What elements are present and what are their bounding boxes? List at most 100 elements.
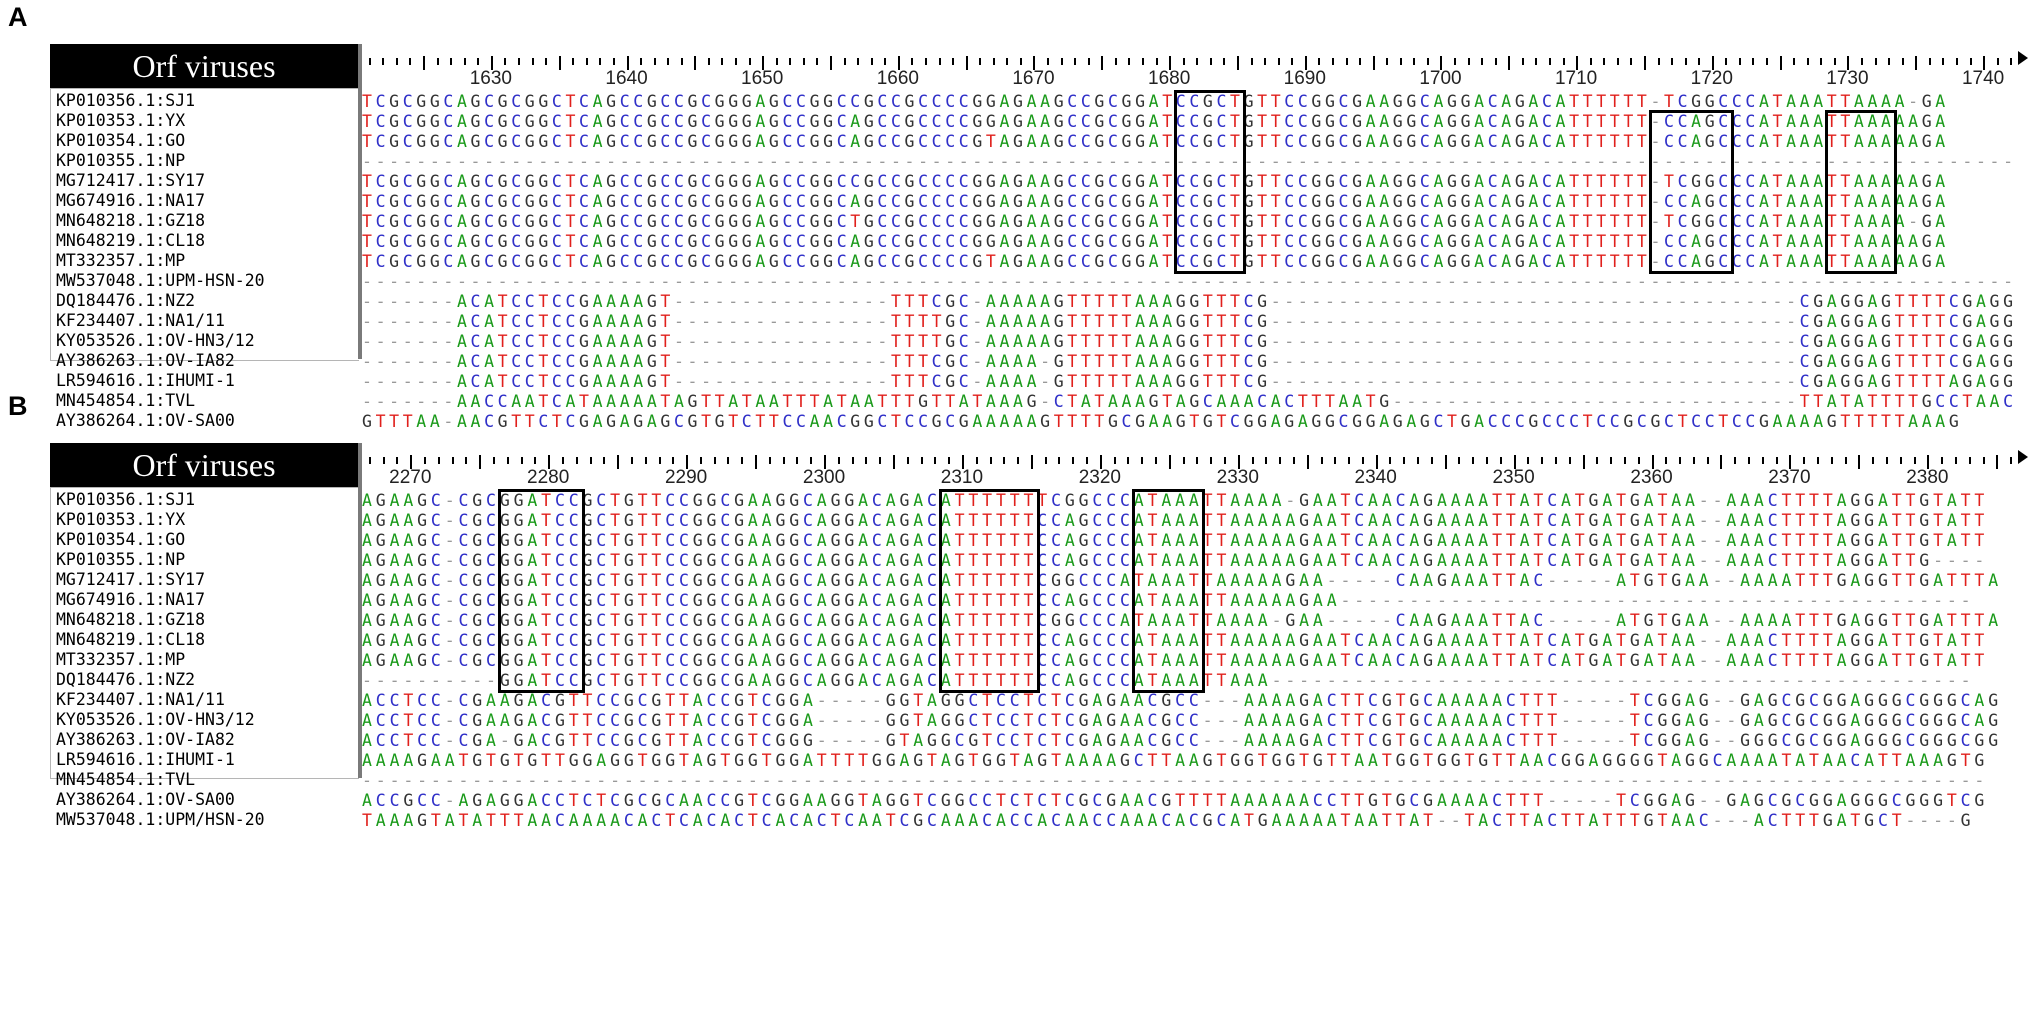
ruler-tick — [477, 58, 480, 65]
sequence-name[interactable]: KP010355.1:NP — [56, 151, 186, 170]
ruler-tick — [1830, 457, 1833, 464]
panel-b-letter: B — [8, 391, 28, 421]
ruler-tick — [382, 457, 385, 464]
ruler-tick — [879, 457, 882, 464]
ruler-tick — [1748, 457, 1751, 464]
sequence-name[interactable]: MN454854.1:TVL — [56, 391, 196, 410]
ruler-tick — [1725, 58, 1728, 65]
ruler-tick — [755, 455, 758, 469]
sequence-name[interactable]: KP010354.1:GO — [56, 530, 186, 549]
ruler-tick — [617, 455, 620, 469]
sequence-name[interactable]: MN648218.1:GZ18 — [56, 211, 206, 230]
sequence-name[interactable]: KP010356.1:SJ1 — [56, 91, 196, 110]
sequence-name[interactable]: AY386264.1:OV-SA00 — [56, 790, 235, 809]
ruler-tick — [1458, 457, 1461, 464]
sequence-name[interactable]: LR594616.1:IHUMI-1 — [56, 371, 235, 390]
ruler-tick — [1440, 56, 1443, 70]
sequence-name[interactable]: KY053526.1:OV-HN3/12 — [56, 331, 255, 350]
sequence-name[interactable]: KF234407.1:NA1/11 — [56, 311, 225, 330]
sequence-name[interactable]: MW537048.1:UPM/HSN-20 — [56, 810, 265, 829]
ruler-tick — [948, 457, 951, 464]
ruler-tick — [837, 457, 840, 464]
sequence-name[interactable]: MG674916.1:NA17 — [56, 191, 206, 210]
ruler-label: 2330 — [1216, 467, 1259, 488]
sequence-name[interactable]: MG712417.1:SY17 — [56, 570, 206, 589]
ruler-label: 2340 — [1354, 467, 1397, 488]
ruler-tick — [1486, 457, 1489, 464]
ruler-tick — [518, 58, 520, 65]
ruler-tick — [1047, 58, 1050, 65]
ruler-label: 2380 — [1906, 467, 1949, 488]
ruler-tick — [1196, 457, 1199, 464]
ruler-tick — [653, 58, 656, 65]
panel-b-scroll-right-icon[interactable] — [2018, 449, 2028, 464]
ruler-tick — [1720, 455, 1723, 469]
ruler-tick — [396, 457, 399, 464]
ruler-tick — [382, 58, 385, 65]
ruler-tick — [1630, 58, 1633, 65]
ruler-tick — [1738, 58, 1741, 65]
ruler-label: 2370 — [1768, 467, 1811, 488]
sequence-name[interactable]: KY053526.1:OV-HN3/12 — [56, 710, 255, 729]
ruler-tick — [1291, 58, 1294, 65]
sequence-name[interactable]: MG674916.1:NA17 — [56, 590, 206, 609]
ruler-tick — [802, 58, 805, 65]
sequence-name[interactable]: MT332357.1:MP — [56, 251, 186, 270]
motif-highlight-box — [1132, 489, 1206, 693]
ruler-tick — [989, 457, 992, 464]
ruler-tick — [558, 56, 561, 70]
ruler-tick — [368, 457, 371, 464]
ruler-tick — [1359, 58, 1362, 65]
sequence-name[interactable]: MN648218.1:GZ18 — [56, 610, 206, 629]
sequence-name[interactable]: KP010356.1:SJ1 — [56, 490, 196, 509]
ruler-tick — [686, 455, 689, 469]
ruler-tick — [1236, 56, 1239, 70]
ruler-tick — [1913, 457, 1916, 464]
sequence-row: ----------------------------------------… — [362, 152, 2013, 171]
sequence-name[interactable]: KP010353.1:YX — [56, 111, 186, 130]
ruler-tick — [1044, 457, 1047, 464]
sequence-name[interactable]: DQ184476.1:NZ2 — [56, 670, 196, 689]
ruler-label: 1730 — [1826, 68, 1869, 89]
sequence-name[interactable]: KF234407.1:NA1/11 — [56, 690, 225, 709]
panel-a-scroll-right-icon[interactable] — [2018, 50, 2028, 65]
sequence-name[interactable]: KP010355.1:NP — [56, 550, 186, 569]
ruler-tick — [1417, 457, 1420, 464]
ruler-tick — [892, 455, 895, 469]
sequence-name[interactable]: MN648219.1:CL18 — [56, 630, 206, 649]
sequence-name[interactable]: MG712417.1:SY17 — [56, 171, 206, 190]
ruler-tick — [368, 58, 371, 65]
ruler-tick — [906, 457, 909, 464]
sequence-name[interactable]: MT332357.1:MP — [56, 650, 186, 669]
ruler-tick — [992, 58, 995, 65]
ruler-tick — [450, 58, 453, 65]
sequence-name[interactable]: KP010354.1:GO — [56, 131, 186, 150]
sequence-name[interactable]: MN648219.1:CL18 — [56, 231, 206, 250]
sequence-name[interactable]: LR594616.1:IHUMI-1 — [56, 750, 235, 769]
sequence-name[interactable]: AY386263.1:OV-IA82 — [56, 351, 235, 370]
sequence-name[interactable]: DQ184476.1:NZ2 — [56, 291, 196, 310]
ruler-tick — [451, 457, 454, 464]
sequence-name[interactable]: KP010353.1:YX — [56, 510, 186, 529]
ruler-tick — [1155, 58, 1158, 65]
sequence-name[interactable]: MW537048.1:UPM-HSN-20 — [56, 271, 265, 290]
sequence-name[interactable]: MN454854.1:TVL — [56, 770, 196, 789]
ruler-tick — [1874, 58, 1877, 65]
ruler-label: 2360 — [1630, 467, 1673, 488]
ruler-label: 1650 — [741, 68, 784, 89]
ruler-tick — [680, 58, 683, 65]
ruler-tick — [490, 56, 493, 70]
ruler-tick — [979, 58, 982, 65]
ruler-tick — [1711, 56, 1714, 70]
ruler-tick — [1983, 56, 1986, 70]
ruler-tick — [1403, 457, 1406, 464]
sequence-name[interactable]: AY386263.1:OV-IA82 — [56, 730, 235, 749]
sequence-name[interactable]: AY386264.1:OV-SA00 — [56, 411, 235, 430]
